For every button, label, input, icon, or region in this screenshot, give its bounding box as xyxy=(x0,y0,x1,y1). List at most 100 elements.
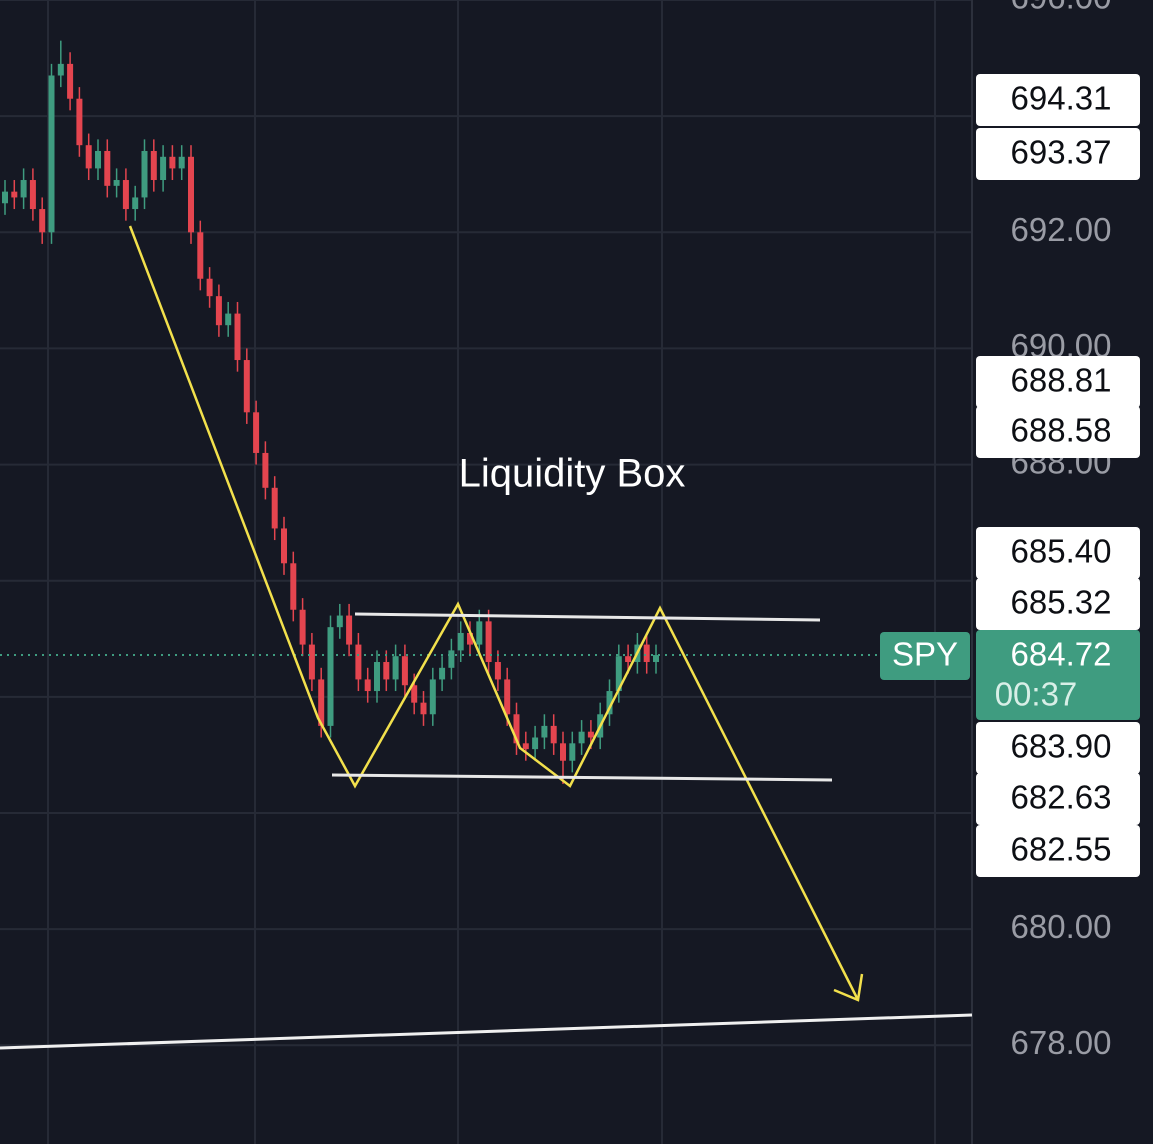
last-price-tag xyxy=(976,630,1140,720)
y-tick-label: 696.00 xyxy=(1011,0,1112,16)
candle-body xyxy=(448,650,455,668)
price-tag-label: 682.63 xyxy=(1011,779,1112,816)
price-tag xyxy=(976,128,1140,180)
drawings xyxy=(0,225,973,1050)
candle-body xyxy=(113,180,120,186)
candle-body xyxy=(383,662,390,680)
candle-body xyxy=(457,632,464,651)
y-tick-label: 680.00 xyxy=(1011,908,1112,945)
candle-body xyxy=(513,714,520,744)
candle-body xyxy=(467,632,473,645)
candle-body xyxy=(364,679,371,692)
candle-body xyxy=(234,313,241,361)
price-tag xyxy=(976,406,1140,458)
candle-body xyxy=(476,621,483,645)
price-tag xyxy=(976,773,1140,825)
countdown-label: 00:37 xyxy=(995,676,1078,713)
price-tag-label: 693.37 xyxy=(1011,134,1112,171)
candle-body xyxy=(281,528,287,564)
price-tag-label: 683.90 xyxy=(1011,728,1112,765)
candle-body xyxy=(299,609,306,645)
price-tag xyxy=(976,825,1140,877)
candle-body xyxy=(615,656,622,692)
price-tag-label: 688.81 xyxy=(1011,362,1112,399)
candle-body xyxy=(569,743,576,761)
price-tag xyxy=(976,722,1140,774)
candle-body xyxy=(178,156,185,169)
candle-body xyxy=(550,725,557,744)
candle-body xyxy=(271,487,278,529)
candle-body xyxy=(104,150,111,186)
candle-body xyxy=(132,197,139,210)
price-tag-label: 694.31 xyxy=(1011,80,1112,117)
candle-body xyxy=(67,63,74,99)
candle-body xyxy=(141,150,148,198)
candle-body xyxy=(355,644,362,680)
candle-body xyxy=(625,656,632,663)
candle-body xyxy=(532,737,539,750)
candle-body xyxy=(11,191,18,198)
candle-body xyxy=(429,679,436,715)
candle-body xyxy=(122,180,129,210)
candle-body xyxy=(206,278,213,297)
candle-body xyxy=(48,75,55,233)
candle-body xyxy=(606,691,613,715)
candle-body xyxy=(346,615,353,645)
candle-body xyxy=(95,150,101,169)
price-tag-label: 682.55 xyxy=(1011,831,1112,868)
candle-body xyxy=(225,313,232,326)
candle-body xyxy=(169,156,176,169)
candle-body xyxy=(29,180,36,210)
candle-body xyxy=(39,209,46,233)
price-tag xyxy=(976,356,1140,408)
price-tag xyxy=(976,74,1140,126)
price-tag xyxy=(976,578,1140,630)
candle-body xyxy=(57,63,64,76)
arrow-head xyxy=(833,973,864,1002)
candle-body xyxy=(653,655,659,663)
candle-body xyxy=(160,156,167,181)
box-bottom-line xyxy=(331,773,833,782)
candle-body xyxy=(215,296,222,326)
price-tag xyxy=(976,527,1140,579)
zigzag-projection xyxy=(128,225,860,1001)
trend-line xyxy=(0,1013,973,1050)
candle-body xyxy=(336,615,343,628)
box-top-line xyxy=(354,612,821,622)
symbol-tag xyxy=(880,632,970,680)
candle-body xyxy=(85,145,92,169)
candle-body xyxy=(643,644,650,663)
candle-body xyxy=(318,679,325,726)
candle-body xyxy=(392,656,399,680)
candle-body xyxy=(253,412,260,453)
y-tick-label: 678.00 xyxy=(1011,1024,1112,1061)
candle-body xyxy=(522,743,529,750)
candle-body xyxy=(504,679,511,715)
candles xyxy=(0,40,880,784)
last-price-label: 684.72 xyxy=(1011,636,1112,673)
candle-body xyxy=(290,563,297,610)
candle-body xyxy=(411,685,418,703)
candle-body xyxy=(439,667,446,680)
candle-body xyxy=(420,702,427,715)
candle-body xyxy=(150,150,157,181)
candle-body xyxy=(2,191,8,204)
candle-body xyxy=(188,156,194,233)
grid xyxy=(0,0,972,1144)
candle-body xyxy=(560,743,566,761)
candle-body xyxy=(243,360,250,413)
symbol-label: SPY xyxy=(892,636,958,673)
price-tags: 694.31 693.37 688.81 688.58 685.40 685.32 683.… xyxy=(880,74,1140,877)
candle-body xyxy=(76,98,83,146)
candle-body xyxy=(485,621,492,663)
price-tag-label: 688.58 xyxy=(1011,412,1112,449)
candle-body xyxy=(197,232,204,279)
candle-body xyxy=(494,662,501,680)
candle-body xyxy=(374,662,380,692)
annotation: Liquidity Box xyxy=(459,452,686,496)
price-tag-label: 685.40 xyxy=(1011,533,1112,570)
candle-body xyxy=(541,725,548,738)
candle-body xyxy=(587,731,594,738)
candle-body xyxy=(262,452,269,488)
